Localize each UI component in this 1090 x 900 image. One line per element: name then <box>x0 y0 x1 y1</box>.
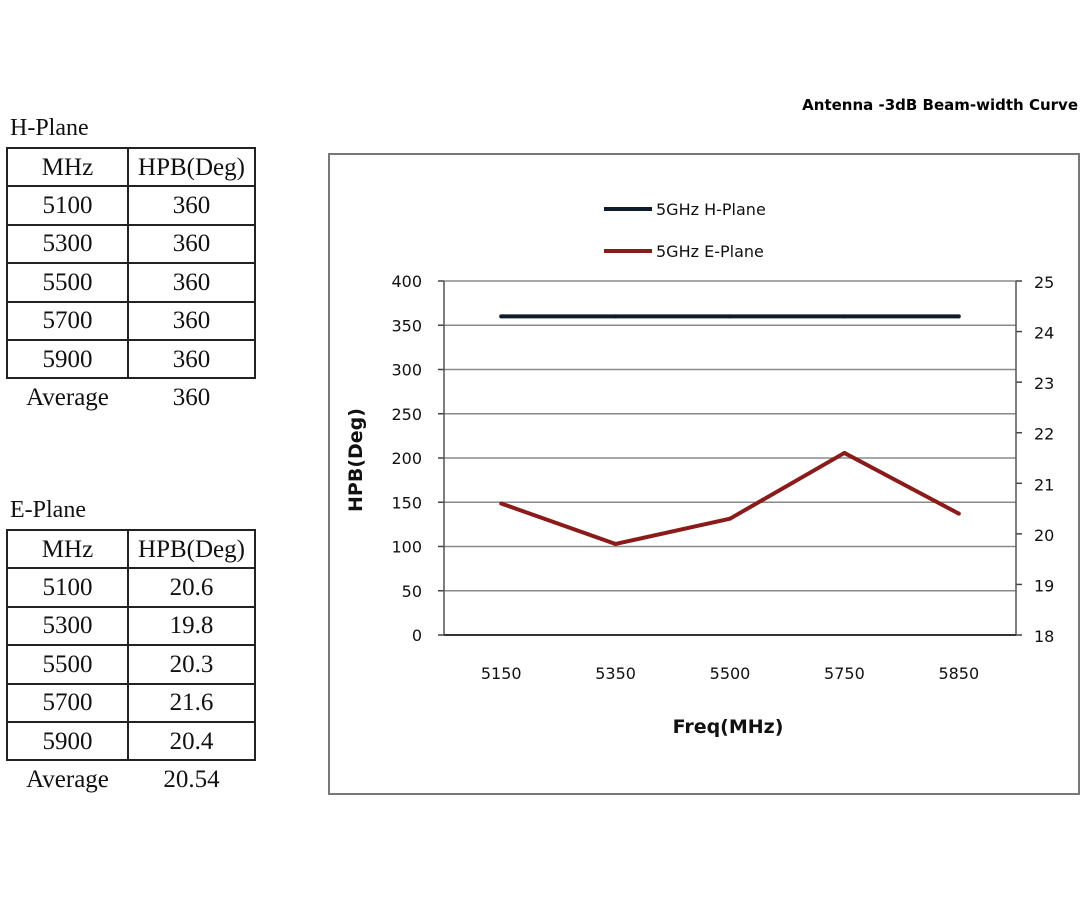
y-tick-label: 350 <box>391 316 422 335</box>
beam-width-chart: 0 50 100 150 200 250 300 350 400 18 19 20 21 22 23 24 25… <box>345 200 1054 738</box>
table-cell: 5700 <box>6 682 129 723</box>
table-header-row: MHz HPB(Deg) <box>6 528 256 570</box>
y-tick-label: 200 <box>391 449 422 468</box>
table-row: 5100 360 <box>6 185 256 226</box>
average-label: Average <box>26 384 109 412</box>
table-cell: 5500 <box>6 644 129 685</box>
average-value: 20.54 <box>163 766 220 794</box>
x-tick-label: 5150 <box>481 664 522 683</box>
series-point-1 <box>499 501 504 506</box>
y-tick-label: 50 <box>402 582 422 601</box>
series-point-1 <box>613 541 618 546</box>
e-plane-table: MHz HPB(Deg) 5100 20.6 5300 19.8 5500 20.3 5700 2… <box>6 528 256 798</box>
table-cell: 360 <box>127 300 256 341</box>
legend-label: 5GHz H-Plane <box>656 200 766 219</box>
x-tick-label: 5350 <box>595 664 636 683</box>
table-cell: 5100 <box>6 567 129 608</box>
h-plane-table: MHz HPB(Deg) 5100 360 5300 360 5500 360 5700 360 5… <box>6 146 256 416</box>
table-cell: 360 <box>127 185 256 226</box>
series-line-1 <box>500 450 960 546</box>
series-point-1 <box>728 516 732 521</box>
x-tick-label: 5500 <box>710 664 751 683</box>
y2-tick-label: 20 <box>1034 526 1054 545</box>
x-tick-label: 5850 <box>938 664 979 683</box>
table-header-cell: HPB(Deg) <box>127 146 256 188</box>
table-cell: 20.6 <box>127 567 256 608</box>
table-cell: 360 <box>127 223 256 265</box>
table-row: 5100 20.6 <box>6 567 256 608</box>
x-tick-label: 5750 <box>824 664 865 683</box>
table-row: 5300 19.8 <box>6 605 256 647</box>
table-header-cell: MHz <box>6 146 129 188</box>
y2-tick-label: 24 <box>1034 324 1054 343</box>
table-cell: 5300 <box>6 223 129 265</box>
table-cell: 5100 <box>6 185 129 226</box>
average-value: 360 <box>172 384 211 412</box>
table-cell: 20.3 <box>127 644 256 685</box>
average-row: Average 20.54 <box>7 760 255 797</box>
table-cell: 5900 <box>6 720 129 762</box>
y2-tick-label: 21 <box>1034 475 1054 494</box>
series-point-1 <box>842 450 847 455</box>
chart-frame: 0 50 100 150 200 250 300 350 400 18 19 20 21 22 23 24 25… <box>328 153 1080 795</box>
average-label: Average <box>26 766 109 794</box>
series-point-0 <box>842 314 847 319</box>
table-header-cell: HPB(Deg) <box>127 528 256 570</box>
y-tick-label: 150 <box>391 493 422 512</box>
table-cell: 5300 <box>6 605 129 647</box>
table-row: 5700 360 <box>6 300 256 341</box>
table-cell: 20.4 <box>127 720 256 762</box>
series-point-0 <box>499 314 504 319</box>
y-tick-label: 0 <box>412 626 422 645</box>
y-tick-label: 400 <box>391 272 422 291</box>
y-axis-title: HPB(Deg) <box>345 408 367 512</box>
table-row: 5700 21.6 <box>6 682 256 723</box>
y2-tick-label: 22 <box>1034 425 1054 444</box>
series-point-0 <box>728 314 732 319</box>
table-header-cell: MHz <box>6 528 129 570</box>
series-point-1 <box>956 511 961 516</box>
y2-tick-label: 19 <box>1034 576 1054 595</box>
table-row: 5500 360 <box>6 262 256 303</box>
table-row: 5900 20.4 <box>6 720 256 762</box>
y2-tick-label: 23 <box>1034 374 1054 393</box>
table-cell: 19.8 <box>127 605 256 647</box>
y-tick-label: 250 <box>391 405 422 424</box>
table-row: 5300 360 <box>6 223 256 265</box>
y-tick-label: 100 <box>391 538 422 557</box>
table-row: 5900 360 <box>6 338 256 380</box>
table-cell: 5500 <box>6 262 129 303</box>
x-axis-title: Freq(MHz) <box>673 716 784 738</box>
series-point-0 <box>613 314 618 319</box>
table-cell: 5900 <box>6 338 129 380</box>
table-row: 5500 20.3 <box>6 644 256 685</box>
y2-tick-label: 18 <box>1034 627 1054 646</box>
table-cell: 21.6 <box>127 682 256 723</box>
chart-title: Antenna -3dB Beam-width Curve <box>802 96 1078 114</box>
table-cell: 360 <box>127 338 256 380</box>
h-plane-title: H-Plane <box>10 115 89 141</box>
y-tick-label: 300 <box>391 361 422 380</box>
table-cell: 5700 <box>6 300 129 341</box>
e-plane-title: E-Plane <box>10 497 86 523</box>
table-cell: 360 <box>127 262 256 303</box>
legend-label: 5GHz E-Plane <box>656 242 764 261</box>
series-point-0 <box>956 314 961 319</box>
y2-tick-label: 25 <box>1034 273 1054 292</box>
table-header-row: MHz HPB(Deg) <box>6 146 256 188</box>
average-row: Average 360 <box>7 378 255 415</box>
